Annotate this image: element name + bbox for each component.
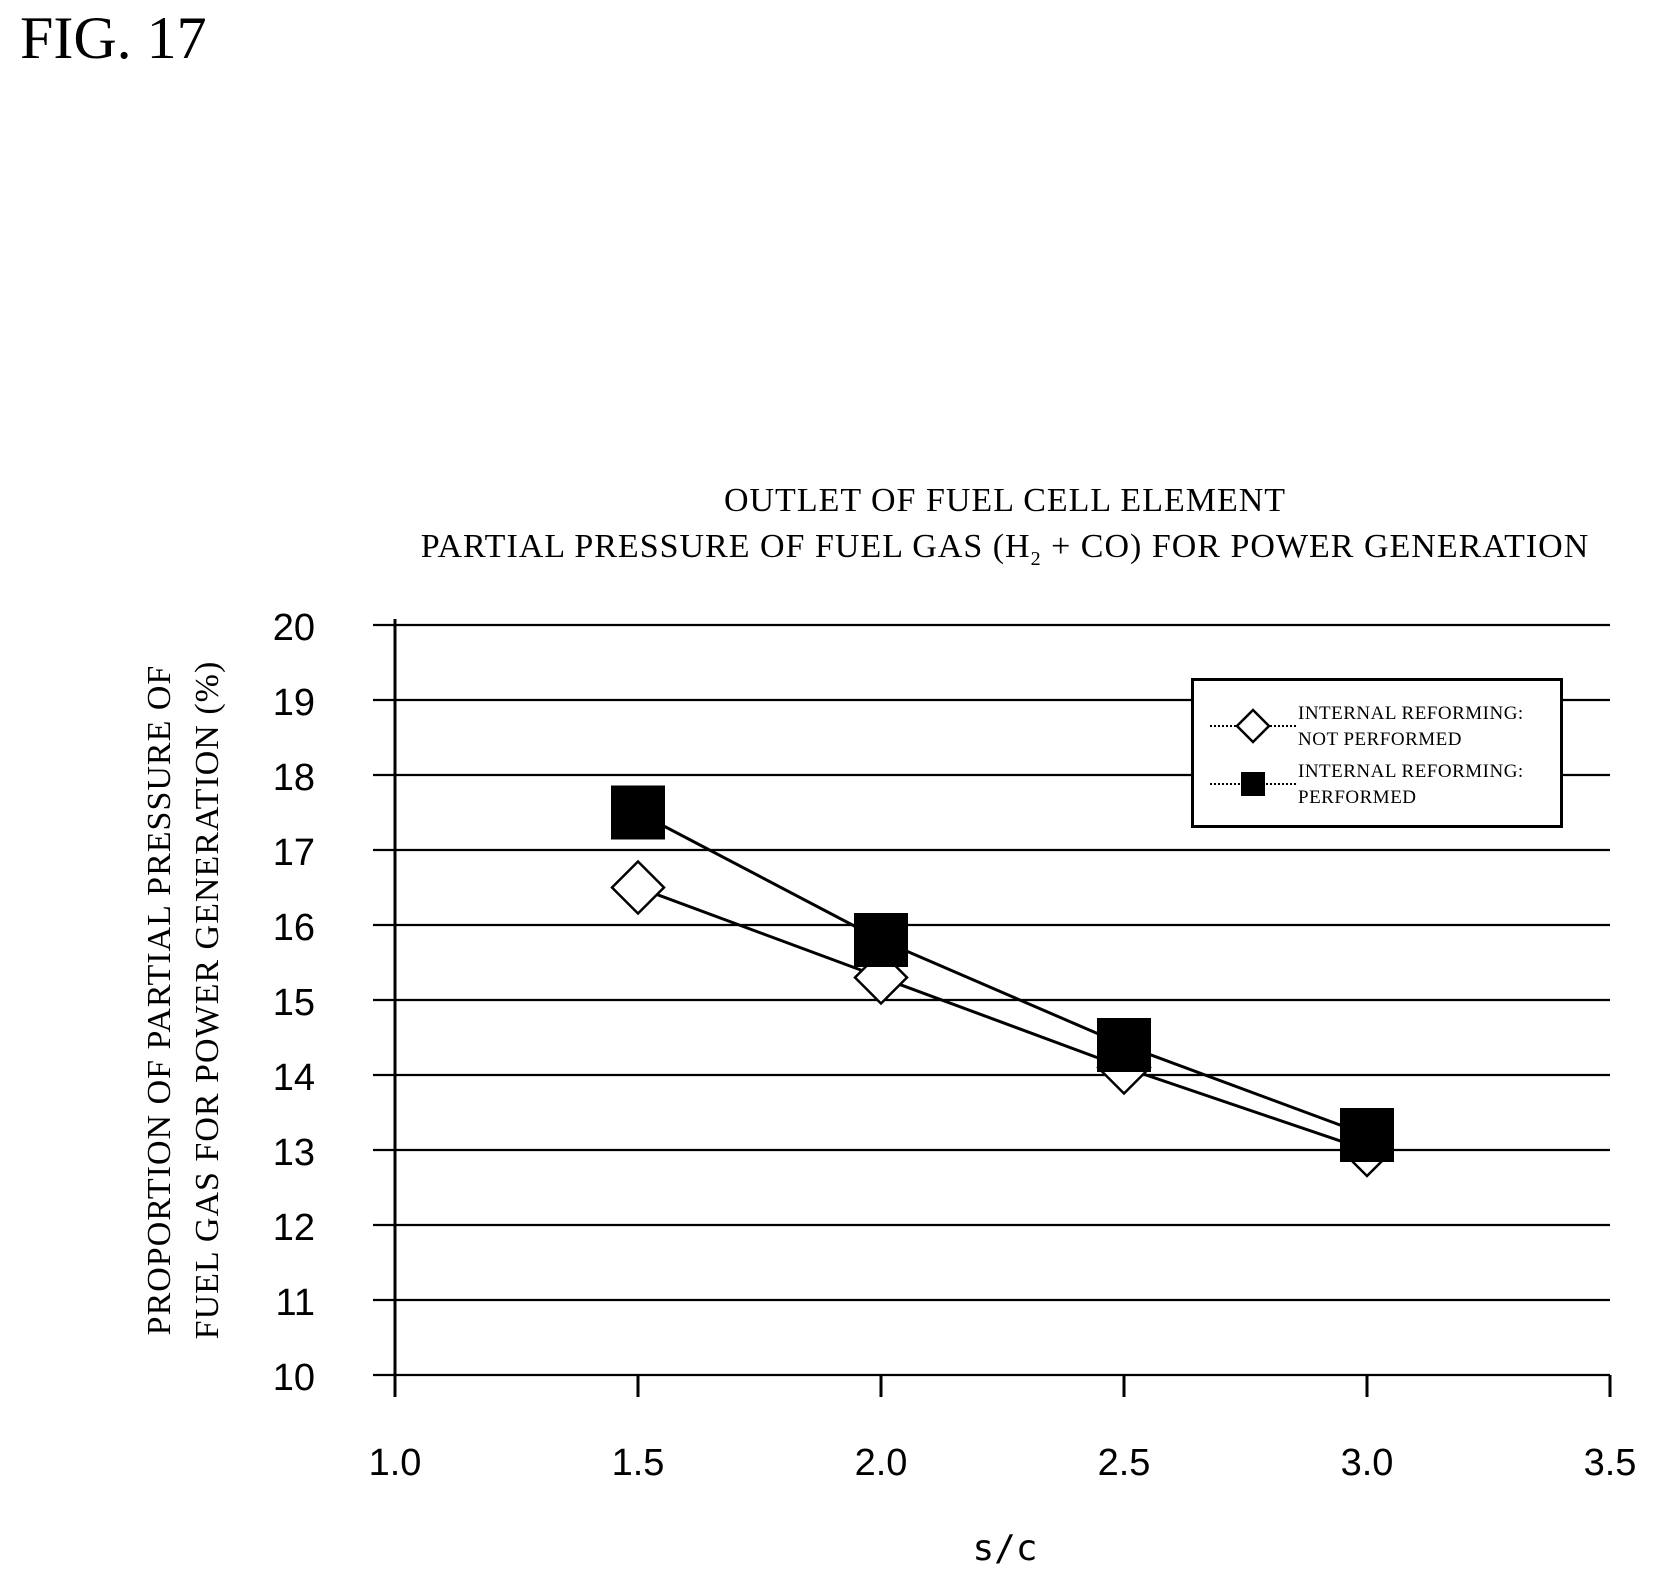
legend-label: INTERNAL REFORMING: PERFORMED: [1298, 759, 1524, 811]
data-point-open-diamond: [610, 859, 666, 916]
legend-entry-performed: INTERNAL REFORMING: PERFORMED: [1194, 755, 1560, 813]
y-tick-label: 14: [273, 1057, 315, 1099]
y-tick-label: 10: [273, 1357, 315, 1399]
series-line-1: [637, 886, 1368, 1152]
x-tick-label: 2.0: [855, 1442, 908, 1484]
y-tick-label: 17: [273, 832, 315, 874]
x-tick-label: 3.5: [1584, 1442, 1637, 1484]
y-tick-label: 20: [273, 607, 315, 649]
legend-label-line-2: PERFORMED: [1298, 787, 1417, 808]
legend-label-line-1: INTERNAL REFORMING:: [1298, 703, 1524, 724]
x-tick-labels: 1.0 1.5 2.0 2.5 3.0 3.5: [369, 1442, 1637, 1484]
chart-subtitle-subscript: 2: [1030, 547, 1042, 570]
legend: INTERNAL REFORMING: NOT PERFORMED INTERN…: [1191, 678, 1563, 828]
y-tick-label: 18: [273, 757, 315, 799]
filled-square-icon: [1241, 772, 1265, 796]
y-tick-label: 11: [276, 1282, 315, 1324]
data-point-filled-square: [1340, 1108, 1394, 1162]
y-tick-label: 19: [273, 682, 315, 724]
chart-title: OUTLET OF FUEL CELL ELEMENT: [723, 482, 1287, 519]
legend-entry-not-performed: INTERNAL REFORMING: NOT PERFORMED: [1194, 697, 1560, 755]
chart-subtitle: PARTIAL PRESSURE OF FUEL GAS (H2 + CO) F…: [360, 528, 1650, 571]
x-axis-label: s/c: [972, 1528, 1037, 1569]
y-tick-label: 12: [273, 1207, 315, 1249]
legend-label-line-1: INTERNAL REFORMING:: [1298, 761, 1524, 782]
axes: [393, 619, 1612, 1397]
data-point-filled-square: [1097, 1018, 1151, 1072]
y-tick-label: 16: [273, 907, 315, 949]
chart-subtitle-prefix: PARTIAL PRESSURE OF FUEL GAS (H: [420, 528, 1031, 565]
figure-label: FIG. 17: [20, 5, 207, 71]
y-tick-labels: 20 19 18 17 16 15 14 13 12 11 10: [273, 607, 315, 1399]
legend-label-line-2: NOT PERFORMED: [1298, 729, 1462, 750]
x-tick-label: 1.0: [369, 1442, 422, 1484]
x-tick-label: 1.5: [612, 1442, 665, 1484]
legend-label: INTERNAL REFORMING: NOT PERFORMED: [1298, 701, 1524, 753]
series-line-2: [637, 811, 1368, 1137]
grid-lines: [373, 623, 1610, 1377]
data-point-filled-square: [854, 913, 908, 967]
y-tick-label: 15: [273, 982, 315, 1024]
x-tick-label: 2.5: [1098, 1442, 1151, 1484]
x-tick-label: 3.0: [1341, 1442, 1394, 1484]
y-tick-label: 13: [273, 1132, 315, 1174]
chart-subtitle-suffix: + CO) FOR POWER GENERATION: [1041, 528, 1590, 565]
open-diamond-icon: [1235, 708, 1271, 744]
series: [610, 785, 1395, 1178]
data-point-filled-square: [611, 785, 665, 840]
